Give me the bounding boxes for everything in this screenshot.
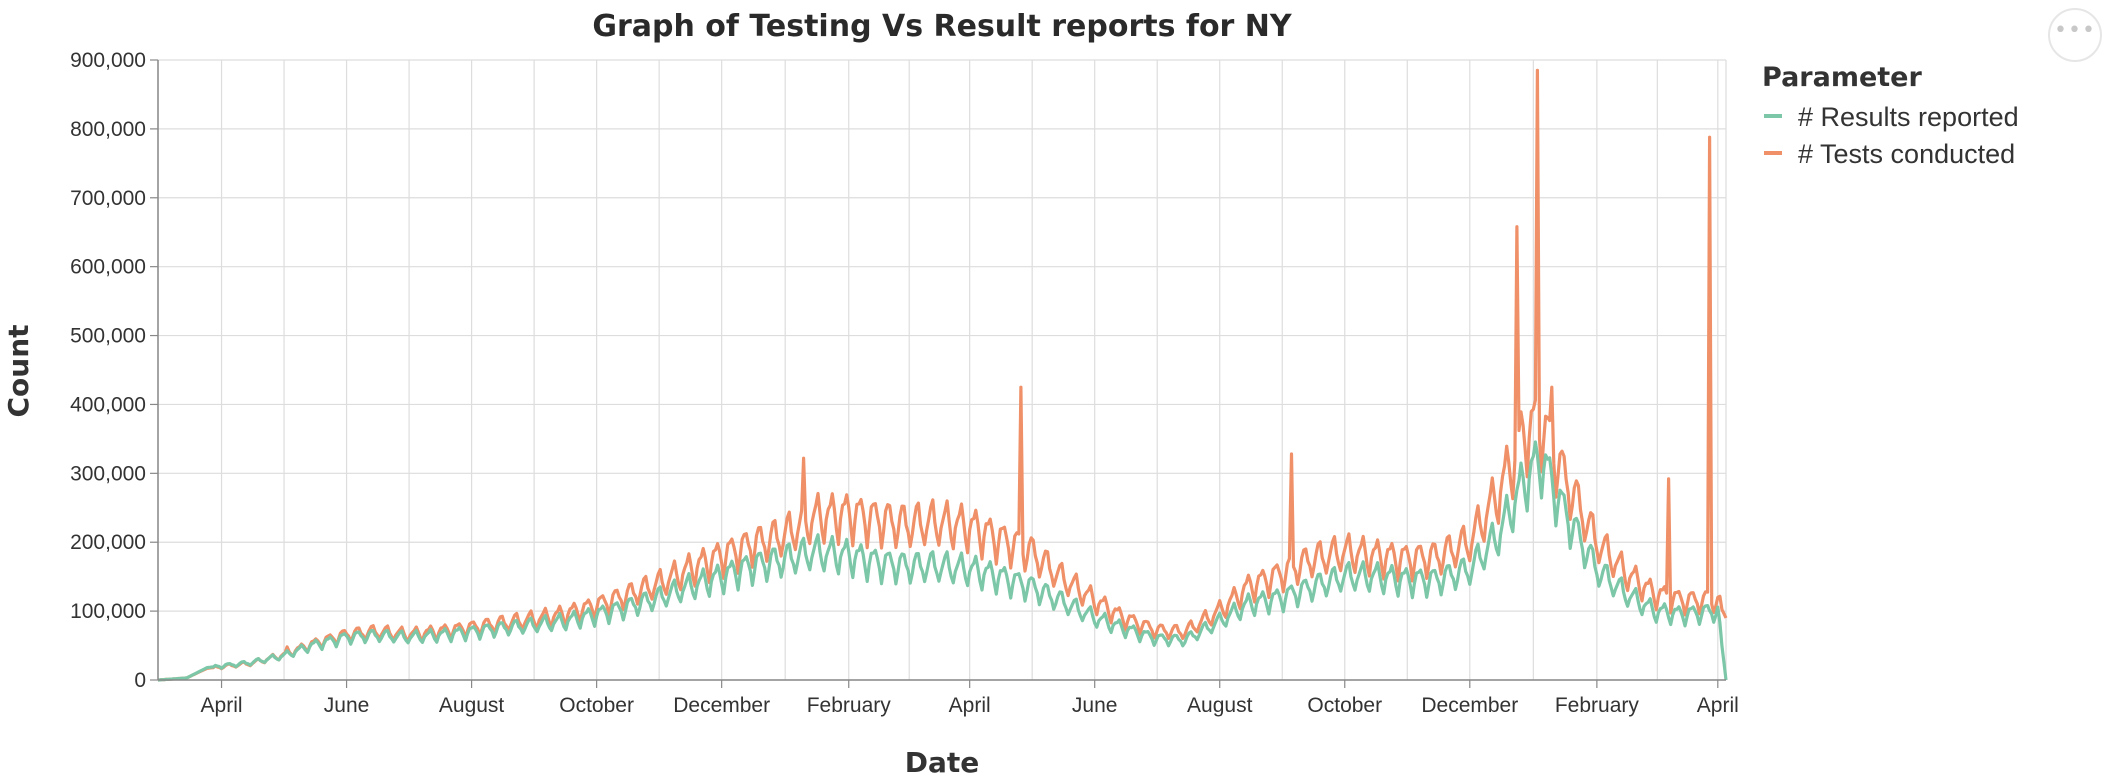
x-tick-label: April bbox=[1697, 694, 1739, 717]
chart-title: Graph of Testing Vs Result reports for N… bbox=[592, 9, 1293, 44]
y-tick-label: 700,000 bbox=[70, 187, 146, 210]
y-tick-label: 200,000 bbox=[70, 531, 146, 554]
legend-item-results: # Results reported bbox=[1764, 102, 2019, 132]
x-tick-label: June bbox=[1072, 694, 1118, 717]
ellipsis-icon: ••• bbox=[2054, 18, 2096, 43]
y-tick-label: 500,000 bbox=[70, 325, 146, 348]
series-layer bbox=[157, 68, 1728, 682]
x-tick-label: December bbox=[673, 694, 770, 717]
y-tick-label: 100,000 bbox=[70, 600, 146, 623]
legend-item-tests: # Tests conducted bbox=[1764, 139, 2015, 169]
x-tick-label: February bbox=[807, 694, 892, 717]
y-tick-label: 800,000 bbox=[70, 118, 146, 141]
x-tick-label: June bbox=[324, 694, 370, 717]
series-line-results-reported bbox=[157, 440, 1728, 682]
x-tick-label: October bbox=[559, 694, 634, 717]
x-tick-label: April bbox=[201, 694, 243, 717]
grid bbox=[157, 59, 1727, 681]
x-tick-label: February bbox=[1555, 694, 1640, 717]
y-tick-label: 900,000 bbox=[70, 49, 146, 72]
legend-title: Parameter bbox=[1762, 62, 1922, 93]
y-tick-label: 300,000 bbox=[70, 462, 146, 485]
axes: 0 100,000 200,000 300,000 400,000 500,000 600,… bbox=[70, 49, 1739, 717]
x-tick-label: December bbox=[1421, 694, 1518, 717]
y-tick-label: 400,000 bbox=[70, 393, 146, 416]
series-line-tests-conducted bbox=[157, 68, 1728, 682]
legend-label-results: # Results reported bbox=[1798, 102, 2019, 132]
x-tick-label: August bbox=[1187, 694, 1253, 717]
y-tick-label: 600,000 bbox=[70, 256, 146, 279]
x-tick-label: August bbox=[439, 694, 505, 717]
x-tick-label: April bbox=[949, 694, 991, 717]
x-tick-label: October bbox=[1307, 694, 1382, 717]
more-options-button[interactable]: ••• bbox=[2048, 8, 2102, 62]
legend-label-tests: # Tests conducted bbox=[1798, 139, 2015, 169]
y-tick-label: 0 bbox=[134, 669, 146, 692]
legend: Parameter # Results reported # Tests con… bbox=[1762, 62, 2019, 169]
x-axis-title: Date bbox=[905, 746, 980, 779]
y-axis-title: Count bbox=[2, 324, 35, 417]
